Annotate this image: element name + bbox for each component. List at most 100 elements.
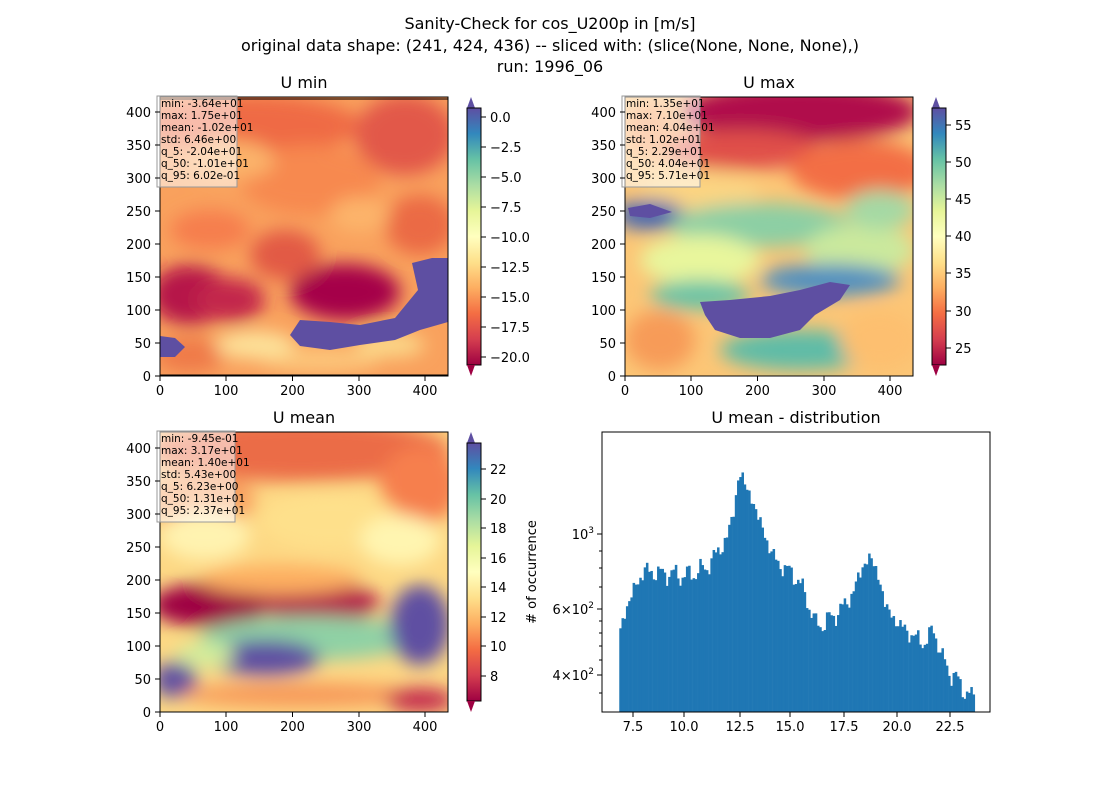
hist-bar xyxy=(632,582,636,712)
hist-ytick-mantissa: 6 xyxy=(553,603,561,618)
hist-bar xyxy=(637,584,640,712)
hist-bar xyxy=(634,584,638,712)
hist-bar xyxy=(630,597,633,712)
hist-bar xyxy=(881,591,884,712)
hist-bar xyxy=(930,625,933,712)
hist-bar xyxy=(845,604,849,712)
hist-bar xyxy=(792,584,796,712)
umin-yaxis: 0 50 100 150 200 250 300 350 400 xyxy=(126,106,160,385)
hist-bar xyxy=(712,549,716,712)
umax-ytick: 350 xyxy=(591,139,616,154)
umin-xtick: 0 xyxy=(156,384,164,399)
hist-ytick-base: ×10 xyxy=(561,669,588,684)
hist-bar xyxy=(641,580,645,712)
hist-bar xyxy=(859,577,862,712)
hist-ytick-1e3: 103 xyxy=(572,526,594,543)
hist-bar xyxy=(785,565,789,712)
hist-bar xyxy=(665,585,669,712)
umax-stat-q5: q_5: 2.29e+01 xyxy=(626,146,703,158)
umin-ytick: 250 xyxy=(126,205,151,220)
umin-stat-min: min: -3.64e+01 xyxy=(161,98,243,110)
umax-xtick: 0 xyxy=(621,384,629,399)
umean-ytick: 400 xyxy=(126,442,151,457)
umin-positive-region-west xyxy=(160,336,185,357)
umin-stat-q50: q_50: -1.01e+01 xyxy=(161,158,249,170)
umin-colorbar-extend-max xyxy=(467,97,475,108)
umean-stat-mean: mean: 1.40e+01 xyxy=(161,457,250,469)
hist-bar xyxy=(934,638,938,712)
hist-bar xyxy=(877,579,880,712)
hist-xtick: 22.5 xyxy=(936,720,965,735)
umean-stat-q50: q_50: 1.31e+01 xyxy=(161,493,245,505)
hist-bar xyxy=(821,631,824,712)
umin-cbar-tick: 0.0 xyxy=(490,111,511,126)
hist-bar xyxy=(972,694,976,712)
hist-bar xyxy=(683,577,687,712)
hist-bar xyxy=(848,607,851,712)
umin-cbar-tick: −12.5 xyxy=(490,261,530,276)
hist-bar xyxy=(950,685,953,712)
hist-xtick: 20.0 xyxy=(883,720,912,735)
umean-colorbar-gradient xyxy=(466,442,482,702)
umax-cbar-tick: 55 xyxy=(955,119,972,134)
umin-colorbar: 0.0 −2.5 −5.0 −7.5 −10.0 −12.5 −15.0 −17… xyxy=(466,97,530,376)
hist-bar xyxy=(741,472,744,712)
hist-ytick-exp: 2 xyxy=(588,601,594,611)
hist-bar xyxy=(897,626,900,712)
umean-stat-q5: q_5: 6.23e+00 xyxy=(161,481,238,493)
hist-ytick-exp: 2 xyxy=(588,667,594,677)
umin-stats-box: min: -3.64e+01 max: 1.75e+01 mean: -1.02… xyxy=(156,95,253,188)
umin-colorbar-extend-min xyxy=(467,365,475,376)
figure-title-line-2: original data shape: (241, 424, 436) -- … xyxy=(241,36,859,55)
hist-bar xyxy=(661,568,664,712)
umin-stat-q95: q_95: 6.02e-01 xyxy=(161,170,240,182)
umean-cbar-tick: 16 xyxy=(490,552,507,567)
hist-bar xyxy=(623,618,627,712)
hist-bar xyxy=(941,648,944,712)
umax-ytick: 0 xyxy=(608,370,616,385)
hist-bar xyxy=(888,609,891,712)
hist-bar xyxy=(857,572,860,712)
umin-stat-max: max: 1.75e+01 xyxy=(161,110,243,122)
umax-stat-max: max: 7.10e+01 xyxy=(626,110,708,122)
umin-xtick: 200 xyxy=(280,384,305,399)
hist-bar xyxy=(728,524,731,712)
umin-ytick: 0 xyxy=(143,370,151,385)
umax-xtick: 100 xyxy=(679,384,704,399)
hist-bar xyxy=(710,558,713,712)
hist-bar xyxy=(794,584,798,712)
umax-cbar-tick: 45 xyxy=(955,193,972,208)
hist-bar xyxy=(648,571,651,712)
hist-bar xyxy=(763,537,767,712)
umin-cbar-tick: −2.5 xyxy=(490,141,522,156)
umin-heatmap xyxy=(160,97,448,376)
hist-bar xyxy=(910,635,913,712)
umean-ytick: 0 xyxy=(143,706,151,721)
hist-bar xyxy=(894,626,898,712)
hist-title: U mean - distribution xyxy=(711,408,880,427)
hist-bar xyxy=(952,673,956,712)
hist-bar xyxy=(861,567,864,712)
umin-ytick: 150 xyxy=(126,271,151,286)
hist-bar xyxy=(672,569,676,712)
hist-bar xyxy=(734,495,738,712)
umin-xaxis: 0 100 200 300 400 xyxy=(156,376,437,399)
umin-stat-std: std: 6.46e+00 xyxy=(161,134,236,146)
umean-stat-max: max: 3.17e+01 xyxy=(161,445,243,457)
hist-bar xyxy=(817,625,820,712)
hist-bar xyxy=(970,687,973,712)
hist-bar xyxy=(965,691,969,712)
umin-ytick: 50 xyxy=(134,337,151,352)
hist-bar xyxy=(961,697,964,712)
hist-bar xyxy=(674,564,678,712)
hist-bar xyxy=(692,578,696,712)
umax-stat-min: min: 1.35e+01 xyxy=(626,98,705,110)
umean-ytick: 200 xyxy=(126,574,151,589)
hist-bar xyxy=(774,559,778,712)
umin-cbar-tick: −15.0 xyxy=(490,291,530,306)
umax-xtick: 300 xyxy=(812,384,837,399)
hist-bar xyxy=(723,537,727,712)
hist-bar xyxy=(745,489,749,712)
umax-colorbar-gradient xyxy=(931,107,947,366)
